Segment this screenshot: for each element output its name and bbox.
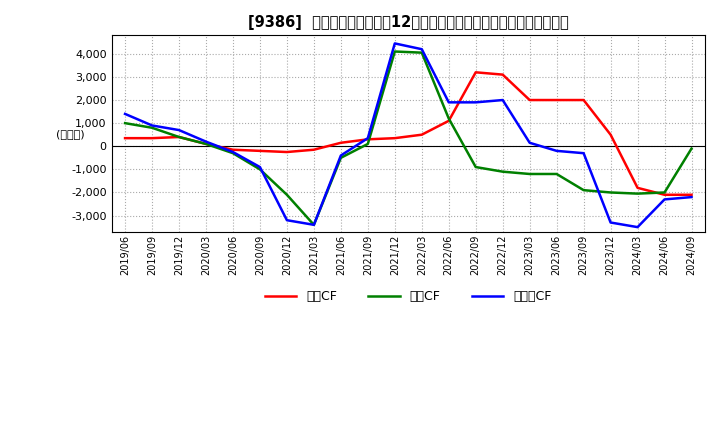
営業CF — [687, 192, 696, 198]
投資CF — [364, 141, 372, 147]
営業CF — [310, 147, 318, 152]
投資CF — [634, 191, 642, 196]
フリーCF — [390, 41, 399, 46]
投資CF — [498, 169, 507, 174]
フリーCF — [444, 100, 453, 105]
フリーCF — [256, 165, 264, 170]
フリーCF — [552, 148, 561, 154]
投資CF — [175, 134, 184, 139]
投資CF — [336, 155, 345, 161]
営業CF — [282, 150, 291, 155]
フリーCF — [472, 100, 480, 105]
営業CF — [660, 192, 669, 198]
Y-axis label: (百万円): (百万円) — [55, 128, 84, 139]
投資CF — [606, 190, 615, 195]
営業CF — [634, 185, 642, 191]
フリーCF — [336, 153, 345, 158]
Title: [9386]  キャッシュフローの12か月移動合計の対前年同期増減額の推移: [9386] キャッシュフローの12か月移動合計の対前年同期増減額の推移 — [248, 15, 569, 30]
営業CF — [390, 136, 399, 141]
投資CF — [121, 121, 130, 126]
営業CF — [498, 72, 507, 77]
フリーCF — [660, 197, 669, 202]
営業CF — [121, 136, 130, 141]
投資CF — [256, 167, 264, 172]
フリーCF — [580, 150, 588, 156]
投資CF — [526, 171, 534, 176]
Legend: 営業CF, 投資CF, フリーCF: 営業CF, 投資CF, フリーCF — [260, 285, 557, 308]
投資CF — [202, 141, 210, 147]
投資CF — [390, 49, 399, 54]
フリーCF — [498, 97, 507, 103]
フリーCF — [148, 123, 156, 128]
投資CF — [552, 171, 561, 176]
Line: 営業CF: 営業CF — [125, 72, 691, 195]
営業CF — [256, 148, 264, 154]
営業CF — [336, 140, 345, 146]
営業CF — [526, 97, 534, 103]
フリーCF — [687, 194, 696, 200]
営業CF — [606, 132, 615, 137]
投資CF — [472, 165, 480, 170]
フリーCF — [310, 222, 318, 227]
フリーCF — [229, 150, 238, 155]
営業CF — [418, 132, 426, 137]
営業CF — [364, 137, 372, 142]
フリーCF — [121, 111, 130, 117]
フリーCF — [606, 220, 615, 225]
投資CF — [282, 192, 291, 198]
投資CF — [148, 125, 156, 130]
営業CF — [202, 141, 210, 147]
営業CF — [229, 147, 238, 152]
フリーCF — [364, 136, 372, 141]
フリーCF — [418, 47, 426, 52]
フリーCF — [202, 139, 210, 144]
投資CF — [310, 222, 318, 227]
投資CF — [229, 150, 238, 156]
Line: フリーCF: フリーCF — [125, 44, 691, 227]
営業CF — [552, 97, 561, 103]
フリーCF — [634, 224, 642, 230]
Line: 投資CF: 投資CF — [125, 51, 691, 225]
営業CF — [444, 118, 453, 124]
営業CF — [580, 97, 588, 103]
投資CF — [687, 146, 696, 151]
投資CF — [418, 50, 426, 55]
投資CF — [580, 187, 588, 193]
フリーCF — [282, 217, 291, 223]
フリーCF — [175, 128, 184, 133]
営業CF — [148, 136, 156, 141]
フリーCF — [526, 140, 534, 146]
投資CF — [660, 190, 669, 195]
投資CF — [444, 116, 453, 121]
営業CF — [175, 134, 184, 139]
営業CF — [472, 70, 480, 75]
